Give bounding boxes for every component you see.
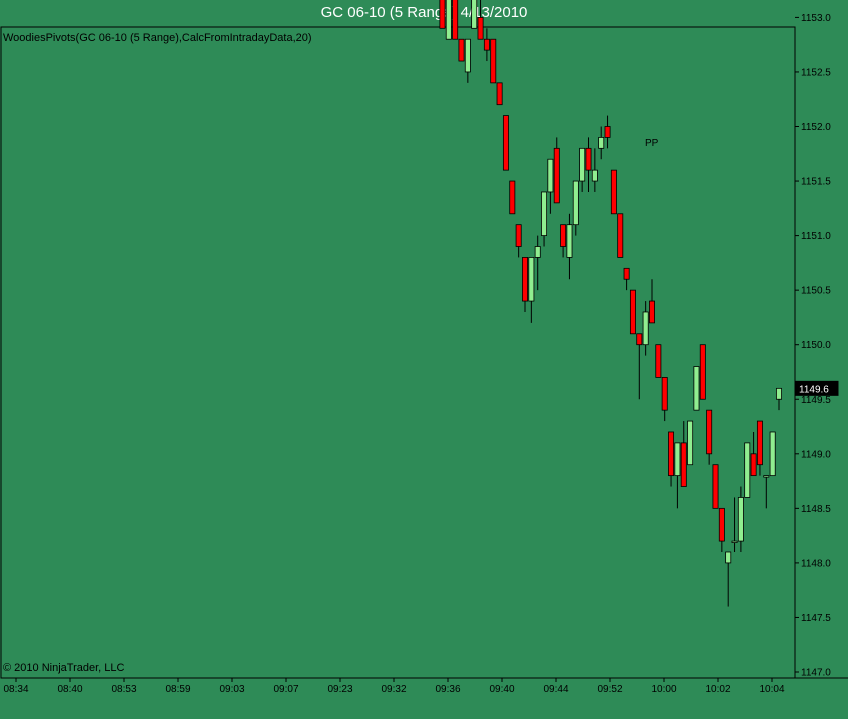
price-marker-box — [795, 380, 839, 396]
price-tick-label: 1147.5 — [801, 613, 831, 624]
candle-down — [617, 213, 624, 258]
candle-down — [458, 38, 465, 62]
candle-up — [731, 540, 738, 543]
candle-down — [553, 147, 560, 204]
time-tick-label: 10:02 — [705, 684, 730, 695]
chart-frame — [0, 26, 848, 679]
price-axis[interactable]: 1147.0 1147.5 1148.0 1148.5 1149.0 1149.5 1150… — [795, 0, 831, 679]
price-tick-label: 1151.0 — [801, 231, 831, 242]
candle-up — [591, 169, 598, 182]
time-tick-label: 10:04 — [759, 684, 784, 695]
time-tick-label: 10:00 — [651, 684, 676, 695]
time-tick-label: 09:23 — [327, 684, 352, 695]
candle-up — [471, 0, 478, 29]
candle-up — [464, 38, 471, 73]
price-tick-label: 1148.0 — [801, 558, 831, 569]
candle-up — [769, 431, 776, 477]
candle-down — [560, 224, 567, 247]
candle-down — [515, 224, 522, 247]
time-tick-label: 09:07 — [273, 684, 298, 695]
candle-up — [776, 387, 782, 400]
candle-down — [756, 420, 763, 466]
candle-down — [661, 377, 668, 411]
candle-up — [744, 442, 751, 498]
price-tick-label: 1149.0 — [801, 449, 831, 460]
time-tick-label: 09:03 — [219, 684, 244, 695]
candle-down — [585, 147, 592, 171]
candle-down — [452, 0, 459, 40]
price-markers: 1156.71149.6 — [795, 380, 839, 396]
price-tick-label: 1150.5 — [801, 286, 831, 297]
candle-down — [604, 126, 611, 138]
candle-down — [509, 180, 516, 215]
candle-down — [699, 344, 706, 400]
indicator-label: WoodiesPivots(GC 06-10 (5 Range),CalcFro… — [3, 32, 312, 44]
candle-up — [528, 257, 535, 302]
candle-up — [579, 147, 586, 182]
candle-up — [598, 137, 605, 149]
candle-up — [534, 246, 541, 258]
candle-up — [763, 475, 770, 478]
price-tick-label: 1152.5 — [801, 67, 831, 78]
price-tick-label: 1152.0 — [801, 122, 831, 133]
time-tick-label: 09:36 — [435, 684, 460, 695]
candle-up — [693, 366, 700, 411]
candle-up — [737, 497, 744, 542]
candle-down — [649, 300, 655, 324]
candle-up — [687, 420, 694, 466]
candle-down — [483, 38, 490, 51]
candle-up — [725, 551, 732, 564]
price-marker-label: 1149.6 — [799, 384, 829, 395]
time-axis[interactable]: 08:34 08:40 08:53 08:59 09:03 09:07 09:23 09:32… — [3, 678, 785, 695]
candle-down — [680, 442, 687, 487]
candle-up — [547, 158, 554, 193]
price-tick-label: 1151.5 — [801, 177, 831, 188]
candle-down — [655, 344, 662, 378]
time-tick-label: 09:44 — [543, 684, 568, 695]
price-tick-label: 1153.0 — [801, 13, 831, 24]
time-tick-label: 08:34 — [3, 684, 28, 695]
candle-down — [502, 115, 509, 171]
time-tick-label: 08:53 — [111, 684, 136, 695]
time-tick-label: 09:32 — [381, 684, 406, 695]
time-tick-label: 08:40 — [57, 684, 82, 695]
pivot-label: PP — [645, 138, 659, 149]
candle-down — [668, 431, 675, 477]
plot-border — [0, 26, 796, 679]
candle-down — [490, 38, 497, 84]
candle-down — [750, 453, 757, 477]
candle-down — [706, 409, 713, 455]
candle-down — [629, 289, 636, 335]
price-tick-label: 1150.0 — [801, 340, 831, 351]
candle-down — [636, 333, 643, 346]
candle-up — [445, 0, 452, 40]
price-tick-label: 1149.5 — [801, 395, 831, 406]
candle-down — [712, 464, 719, 509]
candles — [439, 0, 782, 607]
candle-up — [566, 224, 573, 258]
candle-up — [541, 191, 548, 237]
candle-down — [623, 267, 630, 280]
candle-up — [572, 180, 579, 226]
candle-down — [718, 507, 725, 542]
candle-up — [674, 442, 681, 477]
time-tick-label: 08:59 — [165, 684, 190, 695]
candle-down — [496, 82, 503, 106]
price-tick-label: 1148.5 — [801, 504, 831, 515]
candle-down — [610, 169, 617, 215]
time-tick-label: 09:52 — [597, 684, 622, 695]
price-tick-label: 1147.0 — [801, 668, 831, 679]
copyright-text: © 2010 NinjaTrader, LLC — [3, 662, 125, 674]
time-tick-label: 09:40 — [489, 684, 514, 695]
candle-down — [522, 257, 528, 302]
candle-up — [642, 311, 649, 346]
candle-down — [477, 16, 484, 40]
candle-down — [439, 0, 446, 29]
